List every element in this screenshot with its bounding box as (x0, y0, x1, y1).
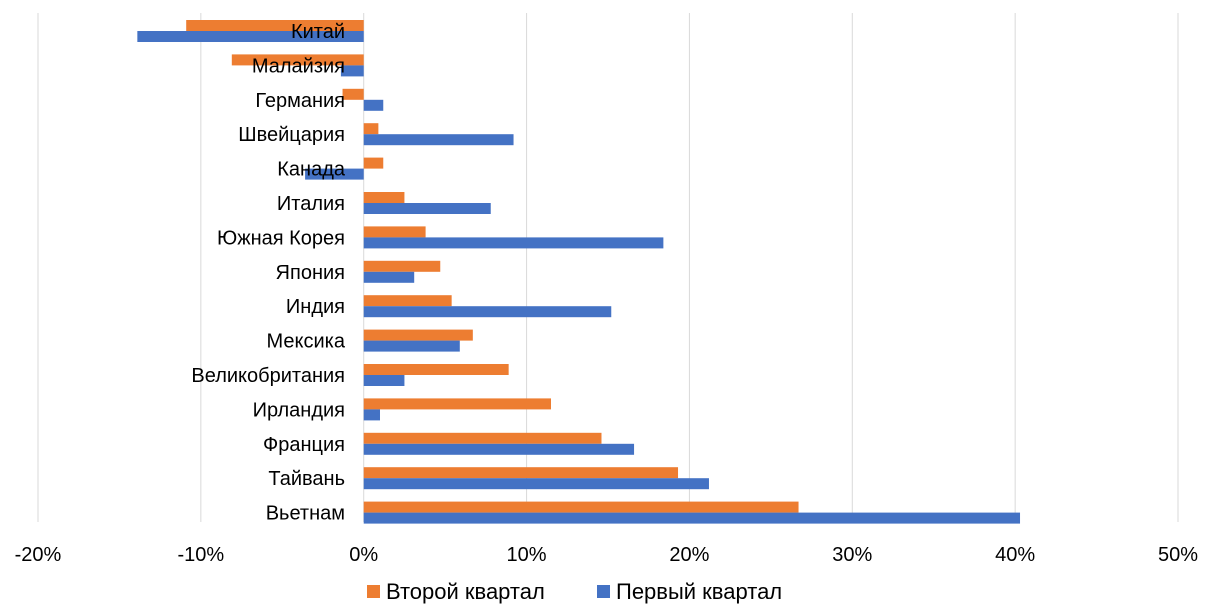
category-label: Франция (263, 434, 345, 456)
bar-q1-3 (363, 99, 384, 111)
x-tick-label: -20% (15, 544, 62, 566)
bar-q2-3 (342, 88, 364, 100)
legend: Второй квартал Первый квартал (367, 579, 782, 604)
bar-q1-15 (363, 512, 1021, 524)
category-label: Китай (291, 21, 345, 43)
bar-q1-13 (363, 443, 635, 455)
bar-q2-10 (363, 329, 473, 341)
bar-q2-7 (363, 226, 426, 238)
category-label: Канада (277, 159, 346, 181)
bar-q1-6 (363, 203, 491, 214)
bar-q1-11 (363, 375, 405, 386)
x-tick-label: 0% (349, 544, 378, 566)
bar-q2-8 (363, 260, 441, 272)
x-tick-labels: -20% -10% 0% 10% 20% 30% 40% 50% (15, 544, 1199, 566)
x-tick-label: 50% (1158, 544, 1198, 566)
category-label: Индия (286, 296, 345, 318)
x-tick-label: 10% (507, 544, 547, 566)
category-label: Ирландия (253, 399, 345, 421)
category-label: Вьетнам (266, 503, 345, 525)
bar-q1-7 (363, 237, 664, 249)
category-label: Тайвань (268, 468, 345, 490)
legend-label-1: Второй квартал (386, 579, 545, 604)
bars (137, 20, 1021, 524)
bar-q2-11 (363, 364, 509, 375)
category-label: Южная Корея (217, 227, 345, 249)
x-tick-label: 20% (669, 544, 709, 566)
bar-q2-2 (231, 54, 364, 66)
bar-q1-2 (340, 65, 364, 77)
bar-q1-12 (363, 409, 380, 421)
bar-q2-1 (186, 20, 364, 31)
legend-label-2: Первый квартал (616, 579, 782, 604)
bar-q2-13 (363, 432, 602, 444)
x-tick-label: 30% (832, 544, 872, 566)
bar-q2-5 (363, 157, 384, 169)
bar-q2-15 (363, 501, 799, 513)
bar-q2-12 (363, 398, 551, 410)
category-labels: Китай Малайзия Германия Швейцария Канада Итал… (191, 21, 345, 525)
bar-q2-14 (363, 467, 679, 479)
legend-swatch-2 (597, 585, 610, 598)
bar-q2-6 (363, 192, 405, 203)
x-tick-label: -10% (178, 544, 225, 566)
bar-q1-4 (363, 134, 514, 146)
bar-q2-4 (363, 123, 379, 135)
category-label: Италия (277, 193, 345, 215)
bar-q1-1 (137, 31, 364, 42)
bar-q1-10 (363, 340, 460, 352)
bar-q1-5 (305, 168, 364, 180)
bar-q1-8 (363, 271, 415, 283)
bar-q1-14 (363, 478, 709, 490)
x-tick-label: 40% (995, 544, 1035, 566)
category-label: Великобритания (191, 365, 345, 387)
category-label: Мексика (267, 331, 346, 353)
bar-q1-9 (363, 306, 612, 318)
category-label: Япония (276, 262, 345, 284)
bar-q2-9 (363, 295, 452, 307)
category-label: Малайзия (252, 55, 345, 77)
category-label: Швейцария (238, 124, 345, 146)
legend-swatch-1 (367, 585, 380, 598)
category-label: Германия (255, 90, 345, 112)
